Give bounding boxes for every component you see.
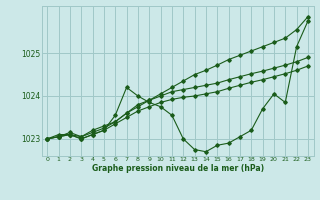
X-axis label: Graphe pression niveau de la mer (hPa): Graphe pression niveau de la mer (hPa) [92,164,264,173]
